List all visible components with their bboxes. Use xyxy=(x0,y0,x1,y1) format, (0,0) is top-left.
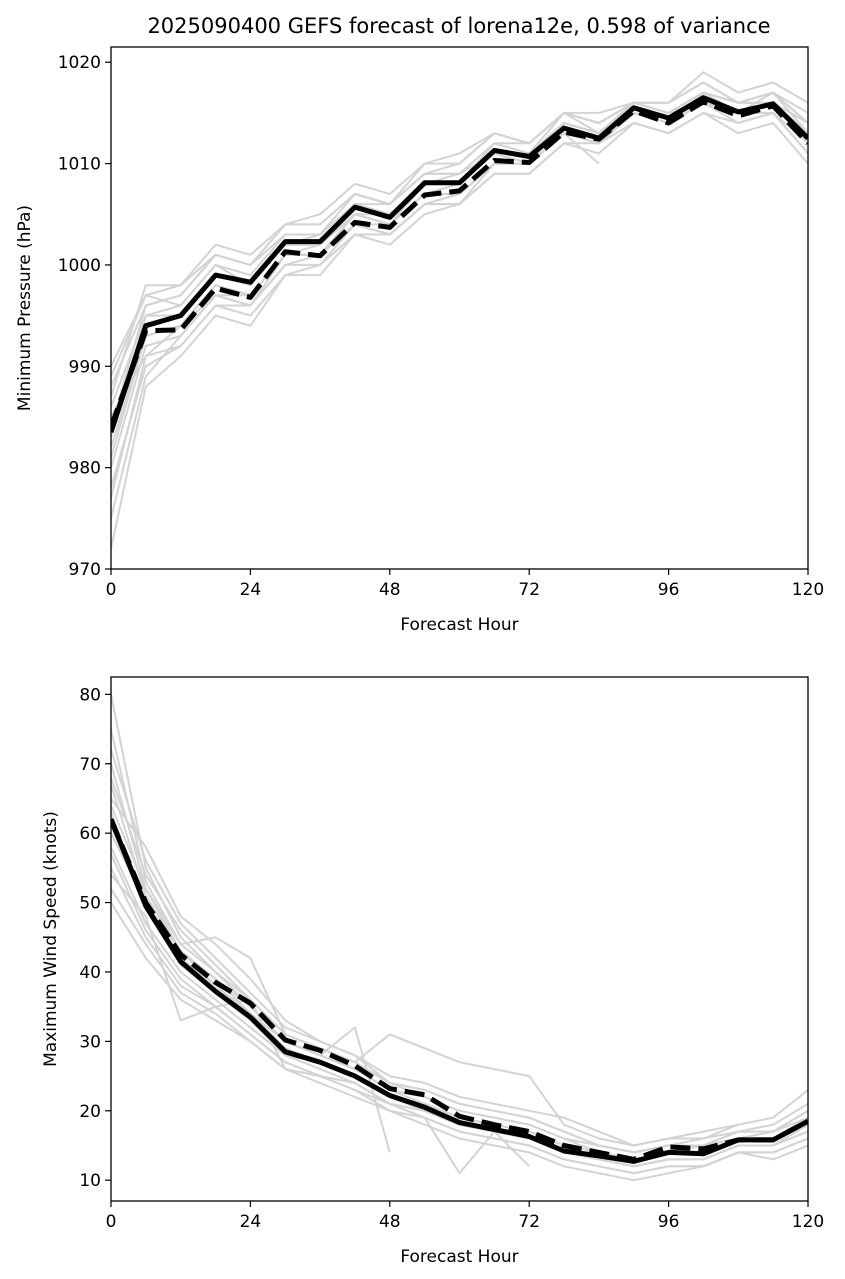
wind-plot-area xyxy=(111,694,808,1182)
wind-panel: 0 24 48 72 96 120 10 20 30 40 50 60 70 80 Forecast Hou… xyxy=(41,676,824,1267)
pressure-xtick-label-96: 96 xyxy=(658,580,680,600)
wind-member-line-17 xyxy=(111,805,739,1154)
wind-member-line-7 xyxy=(111,902,808,1182)
pressure-ytick-label-1020: 1020 xyxy=(58,53,101,73)
wind-member-line-6 xyxy=(111,728,808,1147)
wind-member-line-1 xyxy=(111,694,808,1161)
pressure-xtick-label-72: 72 xyxy=(518,580,540,600)
wind-member-line-14 xyxy=(111,853,808,1168)
wind-xtick-label-120: 120 xyxy=(792,1212,824,1232)
wind-ytick-label-10: 10 xyxy=(79,1171,101,1191)
wind-axes-frame xyxy=(110,676,809,1202)
pressure-plot-area xyxy=(111,71,808,549)
wind-ytick-label-70: 70 xyxy=(79,755,101,775)
pressure-ytick-label-980: 980 xyxy=(69,459,101,479)
pressure-member-line-15 xyxy=(111,91,808,377)
pressure-xtick-label-0: 0 xyxy=(106,580,117,600)
wind-member-line-10 xyxy=(111,749,808,1147)
pressure-ytick-label-970: 970 xyxy=(69,560,101,580)
pressure-member-line-7 xyxy=(111,91,808,367)
wind-ytick-label-50: 50 xyxy=(79,894,101,914)
wind-xaxis-label: Forecast Hour xyxy=(400,1247,518,1267)
pressure-xtick-label-48: 48 xyxy=(379,580,401,600)
pressure-panel: 0 24 48 72 96 120 970 980 990 1000 1010 1020 Forecas… xyxy=(15,46,824,635)
wind-xtick-label-48: 48 xyxy=(379,1212,401,1232)
pressure-dashed-line xyxy=(111,99,808,428)
pressure-yaxis-label: Minimum Pressure (hPa) xyxy=(15,205,35,411)
pressure-solid-line xyxy=(111,95,808,433)
wind-xtick-label-24: 24 xyxy=(240,1212,262,1232)
wind-ytick-label-60: 60 xyxy=(79,824,101,844)
pressure-member-line-16 xyxy=(111,101,808,499)
pressure-ytick-label-990: 990 xyxy=(69,357,101,377)
pressure-ytick-label-1010: 1010 xyxy=(58,155,101,175)
pressure-member-line-4 xyxy=(111,111,808,468)
wind-xtick-label-0: 0 xyxy=(106,1212,117,1232)
pressure-member-line-11 xyxy=(111,81,808,397)
wind-member-line-16 xyxy=(111,874,530,1175)
pressure-member-line-12 xyxy=(111,111,808,549)
pressure-xtick-label-24: 24 xyxy=(240,580,262,600)
wind-xtick-label-72: 72 xyxy=(518,1212,540,1232)
pressure-member-line-5 xyxy=(111,71,808,387)
wind-member-line-11 xyxy=(111,888,808,1175)
pressure-member-line-1 xyxy=(111,91,808,428)
wind-member-line-15 xyxy=(111,825,391,1153)
pressure-axes-frame xyxy=(110,46,809,570)
figure-title: 2025090400 GEFS forecast of lorena12e, 0… xyxy=(147,14,770,38)
wind-solid-line xyxy=(111,818,808,1164)
pressure-xtick-label-120: 120 xyxy=(792,580,824,600)
pressure-member-line-13 xyxy=(111,91,808,428)
pressure-xaxis-label: Forecast Hour xyxy=(400,615,518,635)
wind-dashed-line xyxy=(111,818,808,1162)
pressure-member-line-14 xyxy=(111,132,600,458)
wind-ytick-label-40: 40 xyxy=(79,963,101,983)
wind-ytick-label-30: 30 xyxy=(79,1032,101,1052)
wind-xtick-label-96: 96 xyxy=(658,1212,680,1232)
wind-yaxis-label: Maximum Wind Speed (knots) xyxy=(41,811,61,1067)
pressure-ytick-label-1000: 1000 xyxy=(58,256,101,276)
wind-ytick-label-80: 80 xyxy=(79,685,101,705)
wind-ytick-label-20: 20 xyxy=(79,1102,101,1122)
wind-member-line-3 xyxy=(111,797,808,1154)
